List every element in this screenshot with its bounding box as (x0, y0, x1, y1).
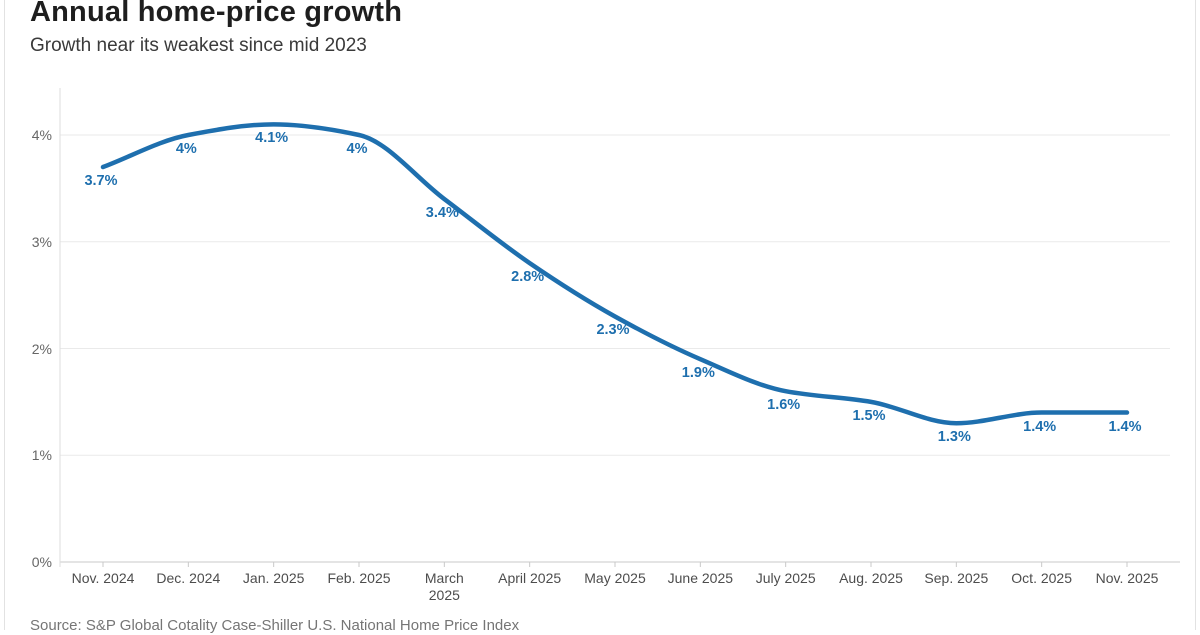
x-axis-label: May 2025 (584, 570, 646, 586)
x-axis-label: Feb. 2025 (327, 570, 391, 586)
x-axis-label: Nov. 2025 (1095, 570, 1159, 586)
x-axis-label: March 2025 (424, 570, 464, 603)
data-point-label: 1.5% (852, 407, 886, 424)
x-axis-label: Oct. 2025 (1011, 570, 1072, 586)
x-axis-label: April 2025 (498, 570, 562, 586)
data-point-label: 1.4% (1023, 418, 1057, 435)
x-axis-label: Aug. 2025 (839, 570, 903, 586)
x-axis-label: Jan. 2025 (242, 570, 305, 586)
data-point-label: 2.3% (596, 322, 630, 339)
data-point-label: 3.7% (84, 173, 118, 190)
data-point-label: 3.4% (425, 205, 459, 222)
data-point-label: 1.9% (681, 365, 715, 382)
card-right-border (1195, 0, 1196, 630)
data-point-label: 4% (175, 141, 197, 157)
y-axis-label: 1% (31, 447, 52, 464)
data-point-label: 4% (346, 141, 368, 157)
data-point-label: 2.8% (511, 269, 545, 286)
chart-subtitle: Growth near its weakest since mid 2023 (30, 35, 367, 56)
trend-line (100, 122, 1130, 426)
data-point-label: 4.1% (255, 130, 289, 147)
source-note: Source: S&P Global Cotality Case-Shiller… (30, 617, 520, 634)
x-axis-label: July 2025 (755, 570, 816, 586)
data-point-label: 1.3% (937, 429, 971, 446)
card-left-border (4, 0, 5, 630)
x-axis-label: Nov. 2024 (71, 570, 135, 586)
y-axis-label: 3% (31, 233, 52, 250)
x-axis-label: Sep. 2025 (924, 570, 989, 586)
data-point-label: 1.4% (1108, 418, 1142, 435)
x-axis-label: June 2025 (667, 570, 734, 586)
data-point-label: 1.6% (767, 397, 801, 414)
y-axis-label: 0% (31, 554, 52, 570)
x-axis-label: Dec. 2024 (156, 570, 221, 586)
y-axis-label: 4% (31, 127, 52, 143)
chart-title: Annual home-price growth (30, 0, 403, 28)
y-axis-label: 2% (31, 340, 52, 357)
